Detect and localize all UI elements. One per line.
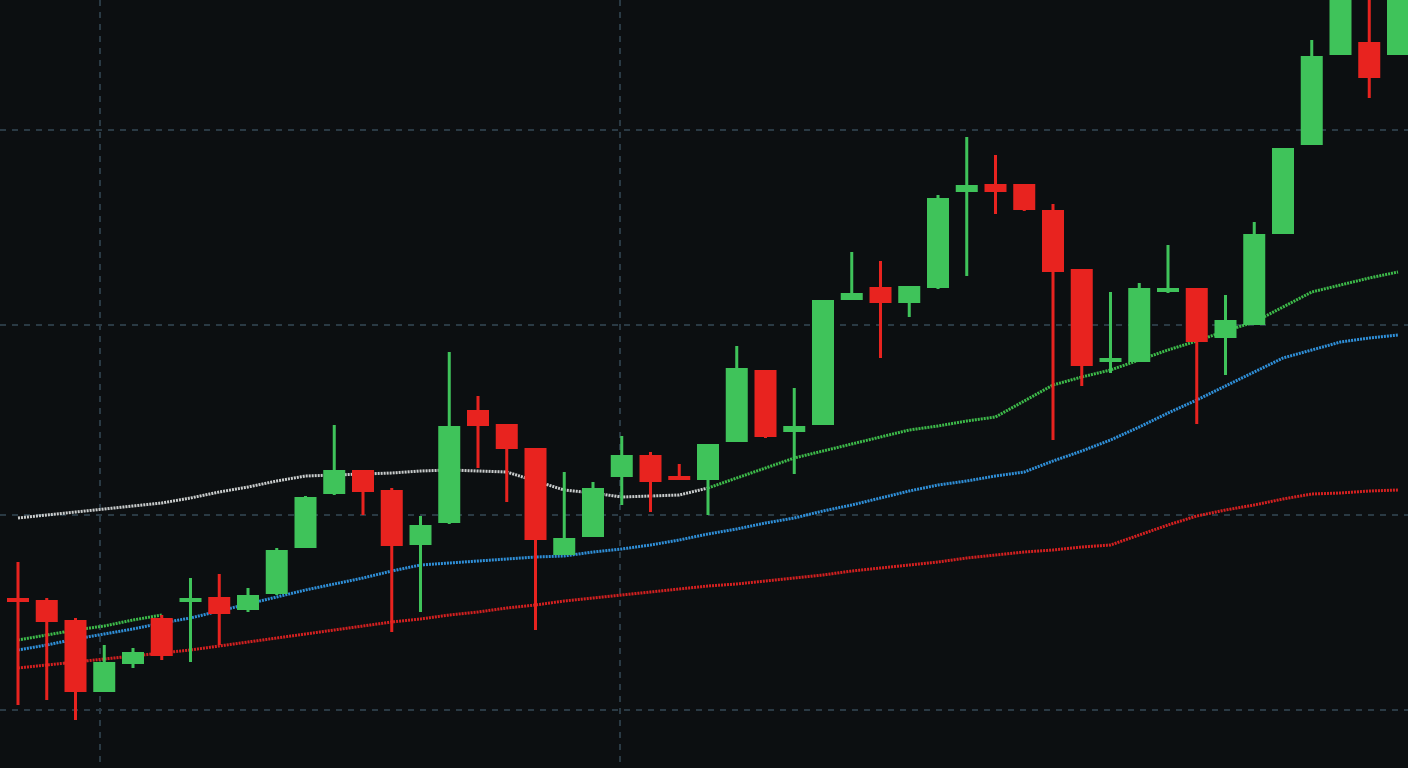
candle-body (927, 198, 949, 288)
candle-body (582, 488, 604, 537)
candle-body (869, 287, 892, 303)
candle-body (467, 410, 489, 426)
candle-body (840, 293, 863, 300)
candle-body (1128, 288, 1151, 362)
moving-average-line (17, 613, 163, 642)
candle-body (1300, 56, 1323, 145)
candle-body (208, 597, 231, 614)
candle-body (122, 652, 144, 664)
candle-body (323, 470, 346, 494)
candle-body (1185, 288, 1208, 342)
moving-average-line (17, 488, 1399, 670)
candle-body (1099, 358, 1122, 362)
candle-body (438, 426, 461, 523)
candle-body (754, 370, 777, 437)
candle-body (409, 525, 432, 545)
candle-body (7, 598, 29, 602)
candle-body (1243, 234, 1266, 325)
candle-body (898, 286, 921, 303)
candle-body (265, 550, 288, 594)
candle-body (150, 618, 173, 656)
candle-body (553, 538, 576, 555)
candle-body (955, 185, 978, 192)
candle-body (1013, 184, 1036, 210)
candle-body (64, 620, 87, 692)
candle-body (1358, 42, 1381, 78)
candle-body (495, 424, 518, 449)
candle-body (294, 497, 317, 548)
candle-body (93, 662, 116, 692)
moving-average-line (707, 270, 1399, 490)
candle-body (1329, 0, 1352, 55)
candle-body (984, 184, 1007, 192)
candle-body (812, 300, 834, 425)
candle-body (524, 448, 547, 540)
candle-body (1387, 0, 1408, 55)
candle-body (1157, 288, 1179, 292)
candle-body (237, 595, 259, 610)
candle-body (1070, 269, 1093, 366)
candle-body (639, 455, 662, 482)
candle-body (1272, 148, 1294, 234)
candle-body (380, 490, 403, 546)
candle-body (1214, 320, 1237, 338)
candle-body (610, 455, 633, 477)
candle-body (725, 368, 748, 442)
candle-body (35, 600, 58, 622)
candle-body (668, 476, 691, 480)
candle-body (1042, 210, 1064, 272)
candle-body (179, 598, 202, 602)
candle-body (783, 426, 806, 432)
candle-body (352, 470, 374, 492)
candle-body (697, 444, 719, 480)
